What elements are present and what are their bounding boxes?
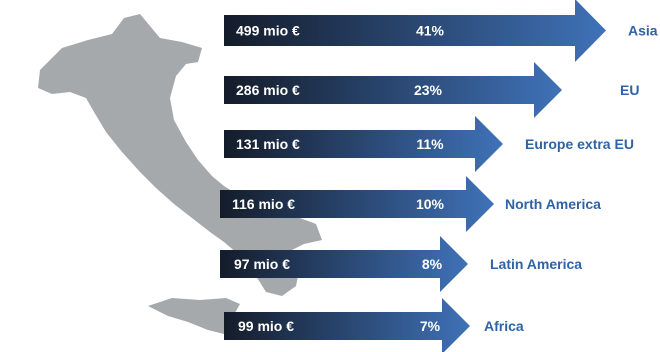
value-label: 131 mio €	[236, 136, 300, 152]
share-label: 23%	[414, 82, 443, 98]
region-label: EU	[620, 82, 639, 98]
italy-map-icon	[38, 14, 322, 334]
arrow-bar-latin-america	[220, 236, 468, 292]
region-label: Latin America	[490, 256, 582, 272]
region-label: North America	[505, 196, 601, 212]
arrow-bar-europe-extra-eu	[224, 116, 503, 172]
value-label: 116 mio €	[232, 196, 295, 212]
value-label: 99 mio €	[238, 318, 294, 334]
arrow-bar-africa	[224, 298, 470, 352]
value-label: 499 mio €	[236, 23, 300, 39]
arrow-bar-north-america	[220, 176, 494, 232]
arrow-bar-asia	[224, 0, 606, 62]
share-label: 7%	[420, 318, 441, 334]
share-label: 11%	[416, 136, 444, 152]
arrow-bar-eu	[224, 62, 562, 118]
region-label: Africa	[484, 318, 524, 334]
value-label: 286 mio €	[236, 82, 300, 98]
region-label: Asia	[628, 23, 658, 39]
share-label: 8%	[422, 256, 443, 272]
share-label: 10%	[416, 196, 445, 212]
value-label: 97 mio €	[234, 256, 290, 272]
share-label: 41%	[416, 23, 445, 39]
region-label: Europe extra EU	[525, 136, 634, 152]
